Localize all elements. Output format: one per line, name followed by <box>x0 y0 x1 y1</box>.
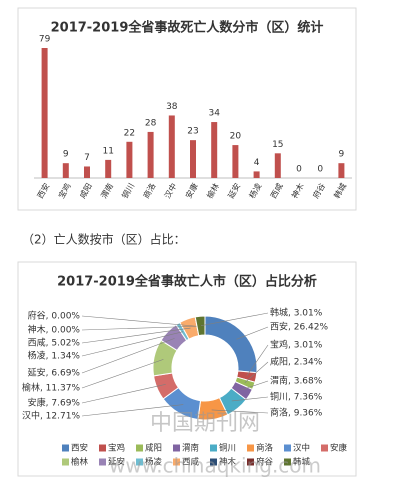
data-label: 府谷, 0.00% <box>28 310 81 322</box>
chart-title: 2017-2019全省事故死亡人数分市（区）统计 <box>51 20 324 36</box>
legend-swatch <box>136 444 143 452</box>
data-label: 0 <box>317 165 323 175</box>
data-label: 20 <box>230 132 242 142</box>
legend-swatch <box>99 458 106 466</box>
data-label: 79 <box>39 35 51 45</box>
leader-line <box>81 338 175 374</box>
bar <box>232 145 239 178</box>
pie-chart-frame <box>17 261 357 477</box>
data-label: 22 <box>124 128 135 138</box>
data-label: 西安, 26.42% <box>270 321 328 333</box>
data-label: 神木, 0.00% <box>28 324 81 336</box>
bar <box>84 166 90 178</box>
data-label: 宝鸡, 3.01% <box>270 339 323 351</box>
bar <box>274 153 281 178</box>
data-label: 咸阳, 2.34% <box>270 356 323 368</box>
bar <box>253 171 260 178</box>
legend-label: 榆林 <box>71 457 89 468</box>
legend-label: 咸阳 <box>145 443 162 454</box>
legend-label: 府谷 <box>256 457 274 468</box>
leader-line <box>81 384 166 404</box>
bar <box>41 48 48 178</box>
bar <box>147 131 154 178</box>
legend-swatch <box>284 458 291 466</box>
legend-swatch <box>62 458 69 466</box>
data-label: 西咸, 5.02% <box>28 337 81 349</box>
data-label: 铜川, 7.36% <box>270 391 323 403</box>
legend-label: 铜川 <box>219 443 236 454</box>
data-label: 7 <box>84 153 90 163</box>
data-label: 0 <box>296 165 302 175</box>
leader-line <box>211 409 269 414</box>
data-label: 渭南, 3.68% <box>270 375 323 387</box>
leader-line <box>241 380 269 391</box>
legend-label: 西咸 <box>182 457 200 468</box>
legend-swatch <box>210 458 217 466</box>
legend-swatch <box>136 458 143 466</box>
leader-line <box>200 312 269 326</box>
data-label: 商洛, 9.36% <box>270 407 323 419</box>
bar <box>126 141 133 178</box>
leader-line <box>81 327 191 344</box>
legend-swatch <box>247 458 254 466</box>
legend-label: 安康 <box>330 443 348 454</box>
legend-label: 西安 <box>71 443 88 454</box>
bar <box>211 122 218 178</box>
data-label: 延安, 6.69% <box>28 367 81 379</box>
section-label: （2）亡人数按市（区）占比： <box>22 232 186 247</box>
data-label: 15 <box>272 140 283 150</box>
leader-line <box>81 404 184 417</box>
bar <box>62 163 69 178</box>
data-label: 安康, 7.69% <box>28 397 81 409</box>
bar <box>338 163 345 178</box>
chart-title: 2017-2019全省事故亡人市（区）占比分析 <box>57 274 317 290</box>
bar <box>105 159 112 178</box>
legend-swatch <box>284 444 291 452</box>
leader-line <box>244 361 269 383</box>
bar <box>190 140 196 178</box>
watermark: www.chinaqking.com <box>109 454 321 478</box>
data-label: 韩城, 3.01% <box>270 307 323 319</box>
legend-swatch <box>173 458 180 466</box>
data-label: 榆林, 11.37% <box>22 382 80 394</box>
data-label: 9 <box>339 150 345 160</box>
donut-slice <box>194 315 206 337</box>
leader-line <box>81 315 198 327</box>
legend-swatch <box>247 444 254 452</box>
leader-line <box>246 344 269 376</box>
legend-swatch <box>62 444 69 452</box>
data-label: 38 <box>166 102 178 112</box>
legend-label: 渭南 <box>182 443 199 454</box>
data-label: 4 <box>254 158 260 168</box>
legend-label: 商洛 <box>256 443 274 454</box>
leader-line <box>81 325 198 331</box>
data-label: 28 <box>145 118 157 128</box>
data-label: 34 <box>208 109 220 119</box>
leader-line <box>231 396 269 402</box>
bar-chart-frame <box>17 7 357 211</box>
data-label: 汉中, 12.71% <box>22 410 80 422</box>
data-label: 23 <box>187 127 198 137</box>
data-label: 杨凌, 1.34% <box>28 350 81 362</box>
bar <box>168 115 175 178</box>
leader-line <box>81 359 164 389</box>
watermark: 中国期刊网 <box>150 411 260 436</box>
legend-label: 韩城 <box>293 457 311 468</box>
data-label: 9 <box>63 150 69 160</box>
legend-swatch <box>99 444 106 452</box>
leader-line <box>81 331 183 357</box>
legend-label: 神木 <box>219 457 237 468</box>
leader-line <box>236 326 269 340</box>
legend-label: 宝鸡 <box>108 443 125 454</box>
legend-label: 汉中 <box>293 443 310 454</box>
legend-label: 杨凌 <box>145 457 163 468</box>
legend-swatch <box>210 444 217 452</box>
data-label: 11 <box>102 146 113 156</box>
legend-swatch <box>173 444 180 452</box>
legend-swatch <box>321 444 328 452</box>
legend-label: 延安 <box>108 457 125 468</box>
